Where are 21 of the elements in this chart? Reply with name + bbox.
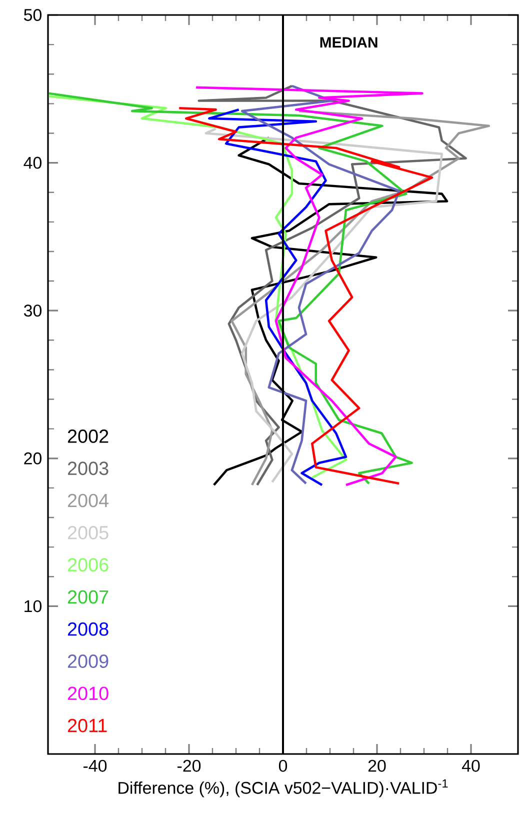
y-tick-label: 50 [24,8,42,21]
y-tick-label: 40 [24,156,42,169]
text: 2007 [68,590,108,604]
x-tick-label: 40 [462,760,480,772]
text: 2004 [68,494,109,508]
text: 2010 [68,686,108,700]
annotation: MEDIAN [320,37,378,48]
x-tick-label: 20 [368,760,386,772]
x-axis-title: Difference (%), (SCIA v502−VALID)·VALID$^{-1}$ [118,779,448,798]
text: 2011 [68,718,107,732]
y-tick-label: 20 [24,452,42,464]
text: 2008 [68,622,108,636]
x-tick-label: -40 [84,760,107,772]
text: 2003 [68,462,108,476]
y-tick-label: 10 [24,600,42,612]
text: 2006 [68,558,108,572]
x-tick-label: 0 [278,760,288,772]
y-tick-label: 30 [24,304,42,317]
x-tick-label: -20 [178,760,201,772]
text: 2002 [68,430,108,443]
text: 2009 [68,654,108,668]
